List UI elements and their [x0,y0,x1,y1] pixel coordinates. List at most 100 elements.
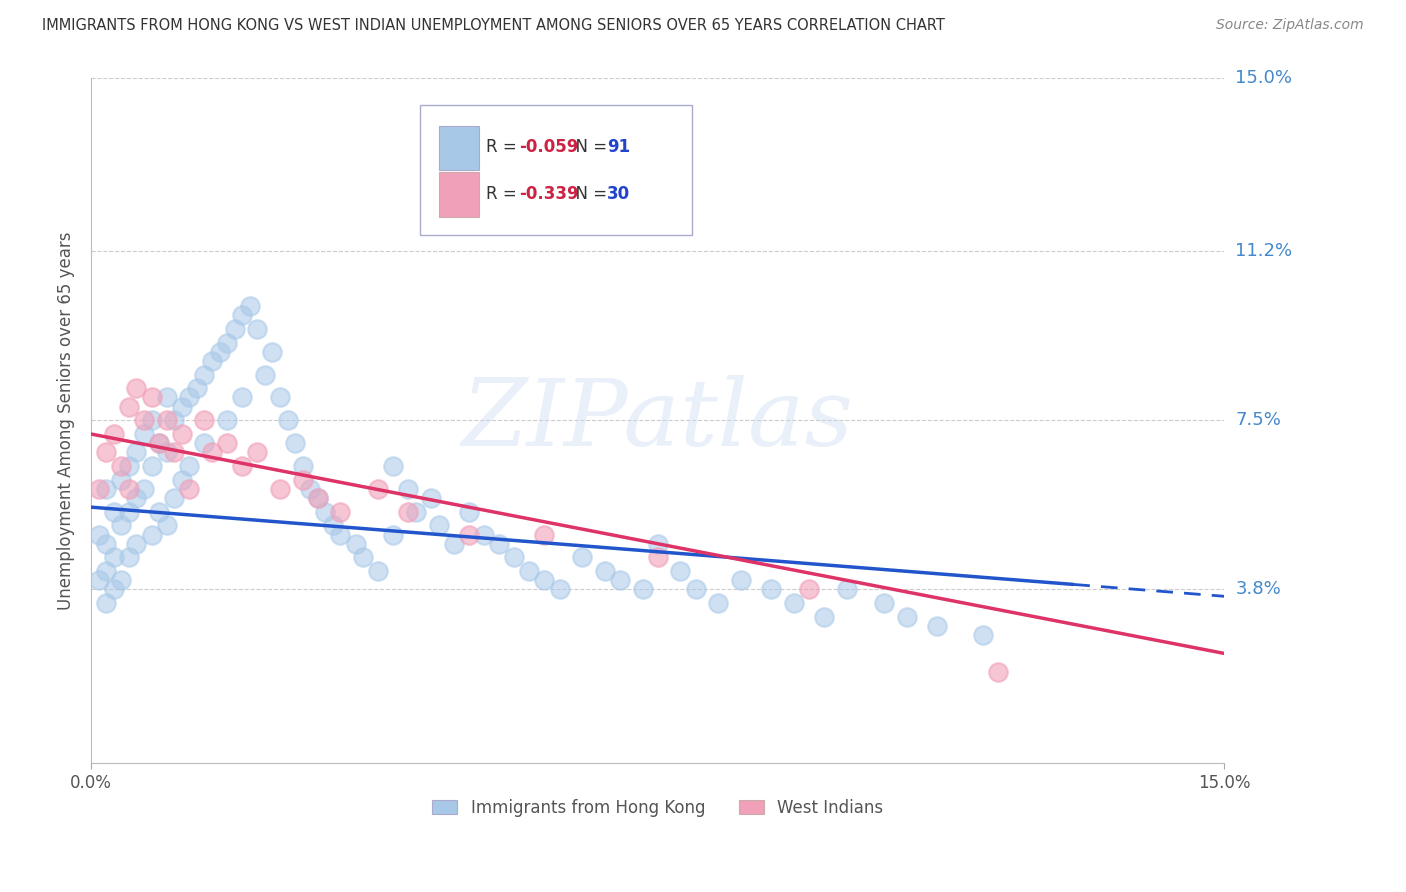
Point [96,482,118,496]
Point [132,482,155,496]
Point [156,413,179,427]
Point [284,436,307,450]
Point [201,445,224,459]
Point [224,322,246,336]
Point [179,482,201,496]
Point [125,381,148,395]
Point [307,491,329,505]
Point [170,473,193,487]
Point [398,505,420,519]
Point [163,491,186,505]
Point [783,596,806,610]
Point [457,505,479,519]
Point [269,391,291,405]
Point [246,445,269,459]
Point [269,482,291,496]
Point [647,537,669,551]
Point [647,550,669,565]
Point [352,550,374,565]
Point [533,527,555,541]
Point [103,427,125,442]
Text: N =: N = [565,185,612,203]
Point [231,391,253,405]
Text: N =: N = [565,138,612,156]
Point [382,527,405,541]
Text: 7.5%: 7.5% [1236,411,1281,429]
Point [631,582,654,597]
Point [125,445,148,459]
Point [125,491,148,505]
Point [156,518,179,533]
Point [972,628,994,642]
Point [87,527,110,541]
Point [314,505,336,519]
Point [87,574,110,588]
Point [344,537,367,551]
Point [367,482,389,496]
Text: 3.8%: 3.8% [1236,581,1281,599]
Point [571,550,593,565]
Point [231,308,253,322]
Point [299,482,322,496]
Point [730,574,752,588]
Point [132,413,155,427]
Point [96,445,118,459]
Point [533,574,555,588]
Point [217,335,239,350]
Text: IMMIGRANTS FROM HONG KONG VS WEST INDIAN UNEMPLOYMENT AMONG SENIORS OVER 65 YEAR: IMMIGRANTS FROM HONG KONG VS WEST INDIAN… [42,18,945,33]
Point [246,322,269,336]
Point [170,427,193,442]
Point [669,564,692,578]
Point [118,458,141,473]
Point [141,458,163,473]
Text: R =: R = [485,185,522,203]
Point [103,505,125,519]
Point [148,436,170,450]
Point [193,368,215,382]
Point [548,582,571,597]
Text: 15.0%: 15.0% [1236,69,1292,87]
Point [118,505,141,519]
Point [103,550,125,565]
Point [118,550,141,565]
Point [398,482,420,496]
Point [110,574,132,588]
Text: 30: 30 [607,185,630,203]
Y-axis label: Unemployment Among Seniors over 65 years: Unemployment Among Seniors over 65 years [58,231,75,609]
Point [253,368,276,382]
Point [87,482,110,496]
Point [156,391,179,405]
Point [420,491,443,505]
Point [443,537,465,551]
Point [307,491,329,505]
Point [163,445,186,459]
Point [132,427,155,442]
Point [457,527,479,541]
Point [707,596,730,610]
Text: -0.339: -0.339 [519,185,579,203]
Point [472,527,495,541]
Point [405,505,427,519]
Point [609,574,631,588]
Point [193,413,215,427]
Point [148,505,170,519]
Point [685,582,707,597]
Point [488,537,510,551]
Point [231,458,253,473]
Point [163,413,186,427]
Point [382,458,405,473]
Text: R =: R = [485,138,522,156]
Point [110,473,132,487]
FancyBboxPatch shape [420,105,692,235]
Text: -0.059: -0.059 [519,138,579,156]
Point [322,518,344,533]
Point [797,582,820,597]
FancyBboxPatch shape [439,172,478,217]
Point [367,564,389,578]
Point [217,436,239,450]
Point [517,564,540,578]
Point [201,354,224,368]
Point [239,299,262,313]
Point [329,527,352,541]
Point [593,564,616,578]
